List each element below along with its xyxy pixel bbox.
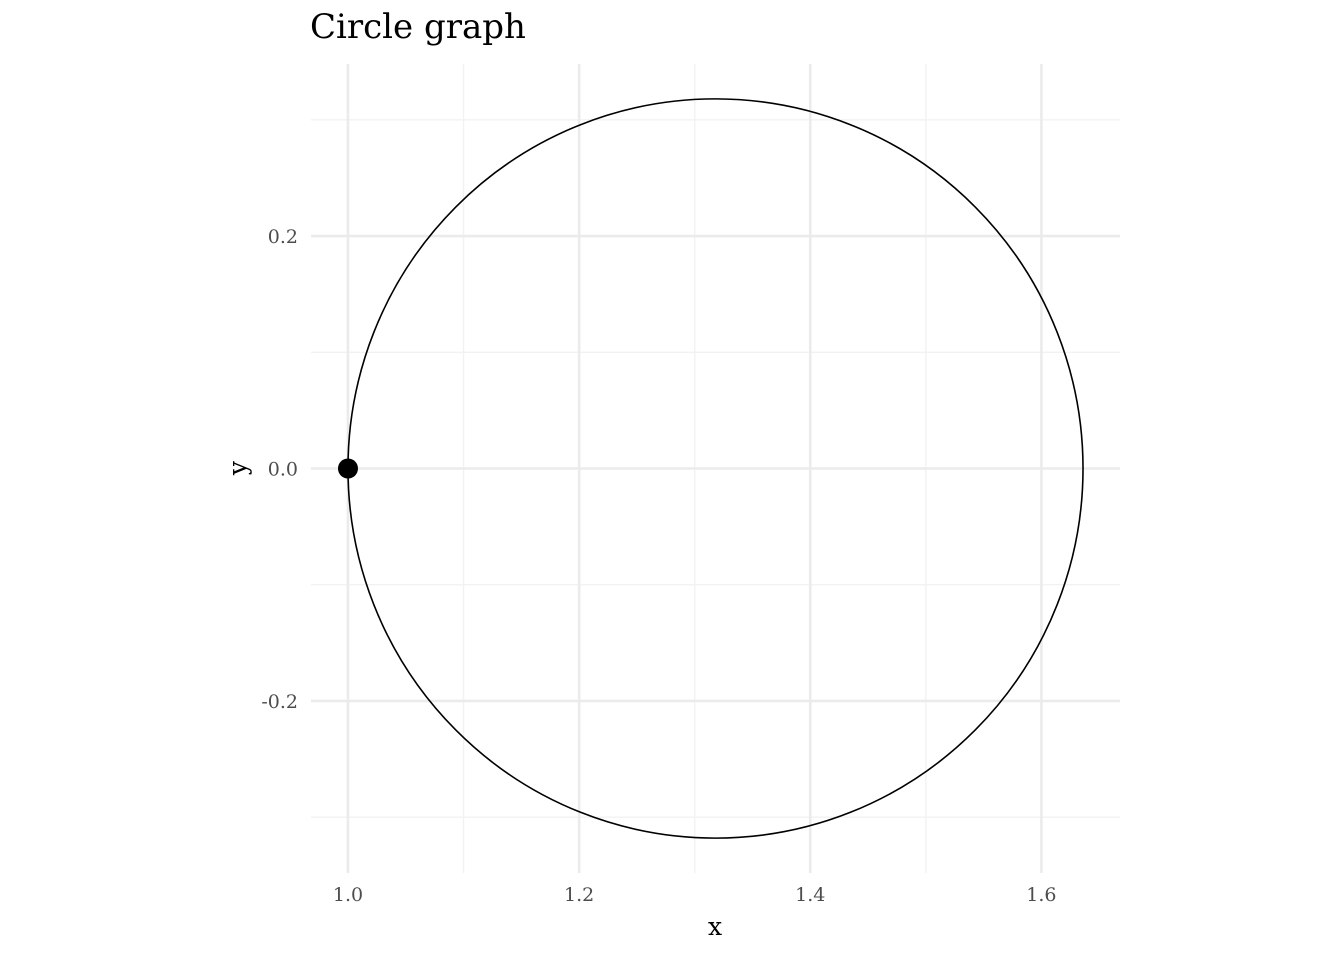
y-tick-label: 0.0 — [268, 459, 298, 481]
x-axis-ticks: 1.0 1.2 1.4 1.6 — [333, 884, 1057, 906]
y-axis-ticks: -0.2 0.0 0.2 — [261, 226, 298, 713]
grid — [311, 64, 1120, 873]
x-tick-label: 1.2 — [564, 884, 594, 906]
plot-area — [337, 98, 1084, 839]
x-axis-label: x — [708, 912, 722, 941]
x-tick-label: 1.0 — [333, 884, 363, 906]
chart-title: Circle graph — [310, 7, 526, 47]
y-tick-label: -0.2 — [261, 691, 298, 713]
y-axis-label: y — [223, 460, 252, 476]
x-tick-label: 1.4 — [795, 884, 825, 906]
x-tick-label: 1.6 — [1026, 884, 1056, 906]
y-tick-label: 0.2 — [268, 226, 298, 248]
data-point — [337, 458, 358, 479]
